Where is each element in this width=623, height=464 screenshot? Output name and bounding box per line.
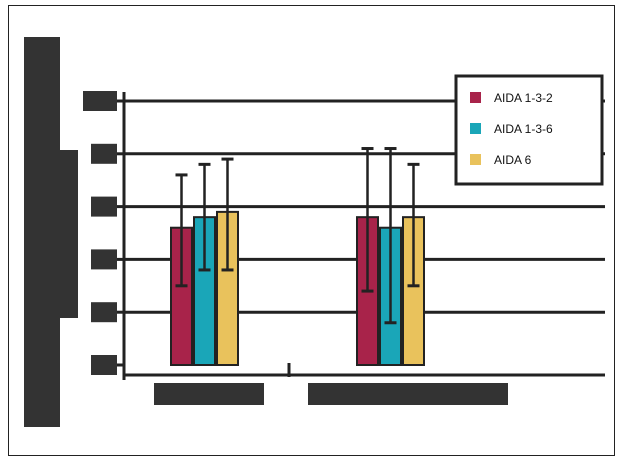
- y-axis-label-redacted: [24, 37, 60, 427]
- x-category-label-redacted-2: [308, 383, 508, 405]
- y-tick-label-redacted-2: [91, 249, 117, 270]
- y-tick-label-redacted-3: [91, 196, 117, 217]
- bars-layer: [170, 147, 425, 366]
- y-tick-label-redacted-1: [91, 302, 117, 323]
- legend-swatch-1: [470, 92, 481, 103]
- y-tick-label-redacted-0: [91, 355, 117, 375]
- legend-label-1: AIDA 1-3-2: [494, 91, 553, 105]
- x-category-label-redacted-1: [154, 383, 264, 405]
- legend-label-3: AIDA 6: [494, 153, 532, 167]
- legend: AIDA 1-3-2 AIDA 1-3-6 AIDA 6: [454, 74, 604, 186]
- legend-label-2: AIDA 1-3-6: [494, 122, 553, 136]
- y-tick-label-redacted-5: [83, 91, 117, 111]
- legend-swatch-3: [470, 154, 481, 165]
- y-axis-label-redacted-extension: [60, 150, 78, 318]
- y-tick-label-redacted-4: [91, 143, 117, 164]
- legend-swatch-2: [470, 123, 481, 134]
- axis-layer: [83, 91, 605, 380]
